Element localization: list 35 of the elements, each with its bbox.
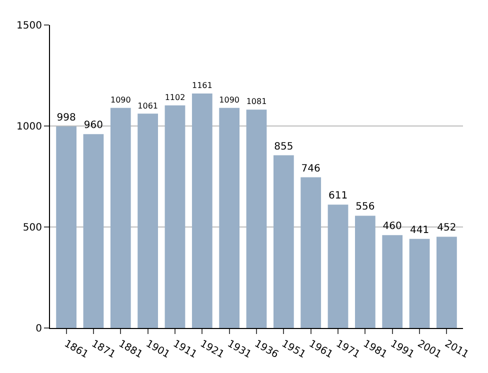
data-label: 1090	[110, 95, 131, 104]
data-label: 960	[84, 120, 104, 132]
bar	[246, 110, 267, 328]
bar	[110, 108, 131, 328]
data-label: 556	[356, 202, 375, 213]
data-label: 460	[382, 221, 402, 232]
data-label: 1081	[246, 97, 267, 106]
data-label: 746	[301, 163, 320, 174]
bar	[192, 93, 212, 328]
bar	[273, 155, 294, 328]
data-label: 1102	[164, 93, 186, 102]
bar	[56, 126, 76, 328]
data-label: 1090	[219, 95, 240, 104]
data-label: 611	[328, 190, 348, 202]
data-label: 1161	[192, 81, 212, 90]
y-tick-label: 1000	[16, 122, 42, 132]
bar	[300, 177, 322, 328]
x-tick-label: 1936	[252, 338, 280, 361]
data-label: 441	[410, 224, 430, 236]
bar	[436, 236, 457, 328]
y-tick-label: 0	[36, 324, 42, 334]
bar	[409, 238, 430, 328]
bar	[83, 134, 104, 328]
bar	[164, 105, 186, 328]
bar	[328, 204, 348, 328]
bar	[219, 108, 240, 328]
y-tick-label: 1500	[16, 20, 42, 32]
bar	[382, 235, 403, 328]
data-label: 855	[274, 141, 294, 152]
bar	[138, 114, 158, 328]
data-label: 998	[56, 112, 76, 124]
data-label: 452	[437, 222, 456, 234]
bar	[355, 216, 376, 328]
y-tick-label: 500	[22, 222, 42, 234]
data-label: 1061	[138, 101, 158, 110]
